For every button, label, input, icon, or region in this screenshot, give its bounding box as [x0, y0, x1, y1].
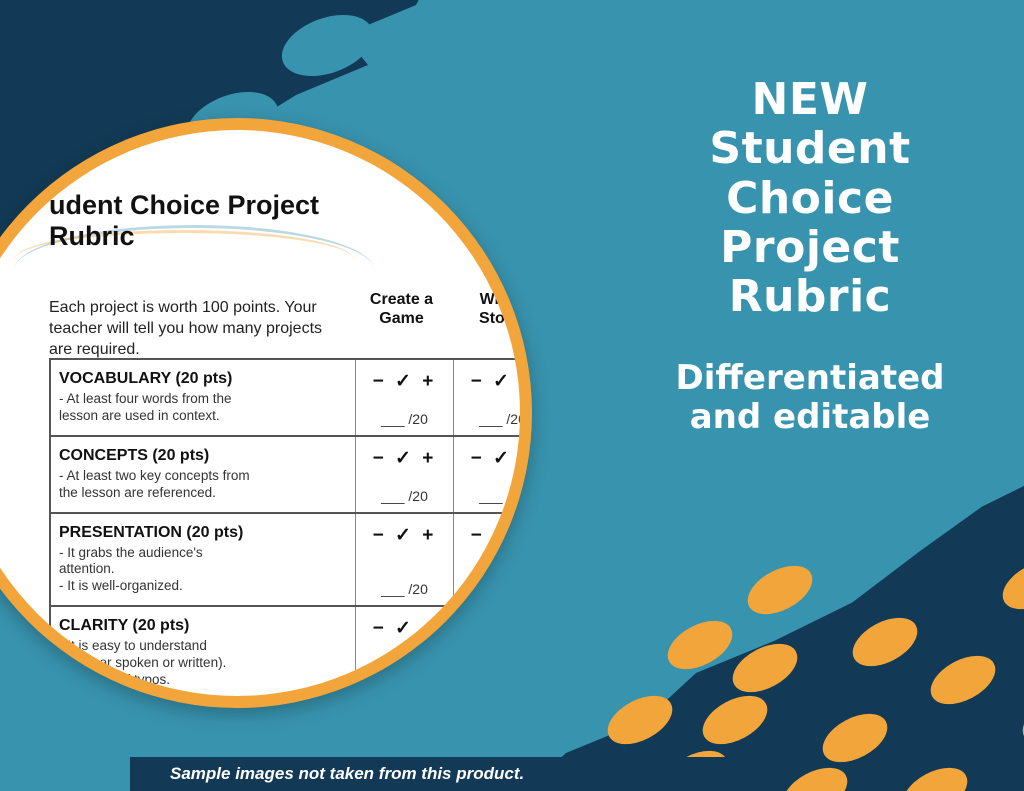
table-row: PRESENTATION (20 pts) - It grabs the aud…: [51, 514, 520, 608]
decorative-oval: [388, 13, 496, 97]
rubric-photo-frame: udent Choice Project Rubric Each project…: [0, 118, 532, 708]
table-row: CLARITY (20 pts) - It is easy to underst…: [51, 607, 520, 696]
decorative-dot: [740, 556, 821, 624]
promo-subhead: Differentiated and editable: [600, 359, 1020, 437]
promo-slide: udent Choice Project Rubric Each project…: [0, 0, 1024, 791]
column-header-write-story: Write Story: [452, 290, 520, 328]
decorative-navy-blob-bottom: [514, 481, 1024, 791]
rubric-table: VOCABULARY (20 pts) - At least four word…: [49, 358, 520, 696]
table-row: CONCEPTS (20 pts) - At least two key con…: [51, 437, 520, 514]
promo-headline: NEW Student Choice Project Rubric: [600, 75, 1020, 321]
document-title: udent Choice Project Rubric: [49, 190, 469, 252]
column-header-create-game: Create a Game: [354, 290, 449, 328]
disclaimer-banner: Sample images not taken from this produc…: [130, 757, 780, 791]
document-intro-text: Each project is worth 100 points. Your t…: [49, 298, 349, 360]
disclaimer-text: Sample images not taken from this produc…: [170, 764, 524, 784]
rubric-document-image: udent Choice Project Rubric Each project…: [0, 130, 520, 696]
promo-text-panel: NEW Student Choice Project Rubric Differ…: [600, 75, 1020, 438]
decorative-oval: [495, 7, 595, 79]
table-row: VOCABULARY (20 pts) - At least four word…: [51, 360, 520, 437]
